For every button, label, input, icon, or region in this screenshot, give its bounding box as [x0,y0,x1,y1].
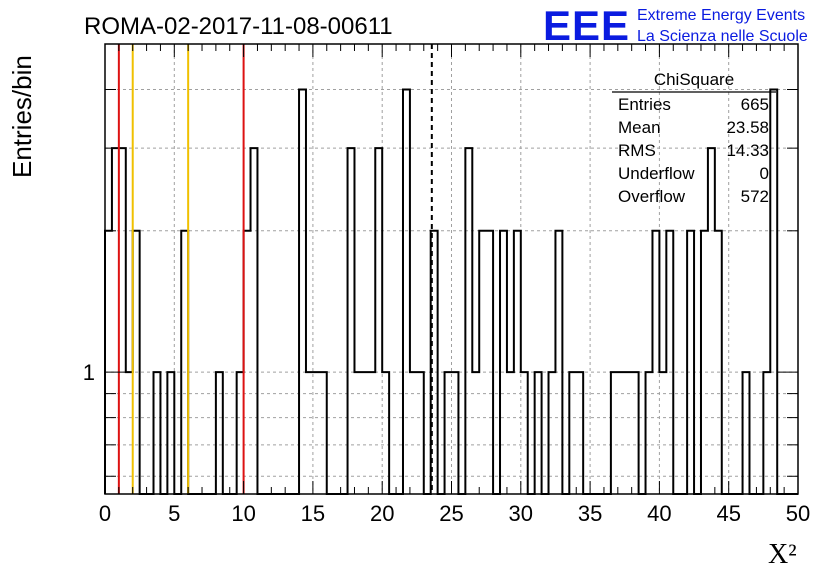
x-tick-label: 45 [716,501,740,526]
x-tick-label: 0 [99,501,111,526]
histogram-bin [611,372,618,494]
histogram-bin [119,148,126,494]
histogram-bin [507,372,514,494]
x-axis-label: X² [768,539,797,570]
x-tick-label: 20 [370,501,394,526]
histogram-bin [500,231,507,494]
histogram-bin [743,372,750,494]
histogram-bin [465,148,472,494]
histogram-bin [687,231,694,494]
histogram-bin [521,372,528,494]
y-axis-label: Entries/bin [7,55,37,178]
histogram-bin [514,231,521,494]
histogram-bin [126,372,133,494]
histogram-bin [625,372,632,494]
stats-title: ChiSquare [654,70,734,89]
x-tick-label: 25 [439,501,463,526]
histogram-bin [549,372,556,494]
histogram-bin [320,372,327,494]
grid [105,44,798,494]
logo-mark: EEE [543,2,630,49]
histogram-bin [659,372,666,494]
chart-title: ROMA-02-2017-11-08-00611 [84,13,393,40]
histogram-bin [313,372,320,494]
x-tick-label: 5 [168,501,180,526]
histogram-bin [403,89,410,494]
histogram-bin [354,372,361,494]
histogram-bin [445,372,452,494]
histogram-bin [472,372,479,494]
stats-row-label: Mean [618,118,661,137]
histogram-bin [348,148,355,494]
histogram-bin [535,372,542,494]
stats-row-label: Entries [618,95,671,114]
x-tick-label: 40 [647,501,671,526]
histogram-bin [652,231,659,494]
stats-row-label: RMS [618,141,656,160]
x-tick-label: 15 [301,501,325,526]
stats-row-value: 665 [741,95,769,114]
histogram-bin [569,372,576,494]
histogram-bin [666,231,673,494]
histogram-bin [618,372,625,494]
histogram-bin [715,231,722,494]
histogram-bin [479,231,486,494]
histogram-bin [763,372,770,494]
x-tick-label: 10 [231,501,255,526]
histogram-bin [486,231,493,494]
histogram-bin [112,148,119,494]
stats-row-value: 0 [760,164,769,183]
x-tick-label: 50 [786,501,810,526]
histogram-bin [417,372,424,494]
stats-box: ChiSquare Entries 665 Mean 23.58 RMS 14.33 Und… [612,70,776,206]
histogram-bin [382,372,389,494]
histogram-bin [105,231,112,494]
histogram-bin [167,372,174,494]
histogram-bin [576,372,583,494]
ticks: 0 5 10 15 20 25 30 35 40 45 50 1 [83,44,810,526]
histogram-bin [306,372,313,494]
histogram-bin [361,372,368,494]
histogram-bin [368,372,375,494]
histogram-bin [133,231,140,494]
eee-logo: EEE Extreme Energy Events La Scienza nel… [543,2,808,49]
reference-lines [117,44,433,494]
stats-row-label: Overflow [618,187,686,206]
histogram-bin [244,231,251,494]
histogram-bin [708,148,715,494]
histogram-bin [555,231,562,494]
stats-row-value: 572 [741,187,769,206]
histogram-bin [770,89,777,494]
stats-row-value: 14.33 [726,141,769,160]
histogram-bin [299,89,306,494]
stats-row-label: Underflow [618,164,695,183]
histogram-bin [452,372,459,494]
histogram-bin [237,372,244,494]
histogram-bin [375,148,382,494]
histogram-bin [154,372,161,494]
y-tick-label: 1 [83,360,95,385]
x-tick-label: 35 [578,501,602,526]
histogram-bin [646,372,653,494]
logo-line-1: Extreme Energy Events [637,7,805,24]
x-tick-label: 30 [509,501,533,526]
histogram-bin [410,372,417,494]
logo-line-2: La Scienza nelle Scuole [637,28,808,45]
histogram-bin [632,372,639,494]
stats-row-value: 23.58 [726,118,769,137]
histogram-bin [216,372,223,494]
histogram-bin [701,231,708,494]
histogram-bin [181,231,188,494]
histogram-bin [251,148,258,494]
